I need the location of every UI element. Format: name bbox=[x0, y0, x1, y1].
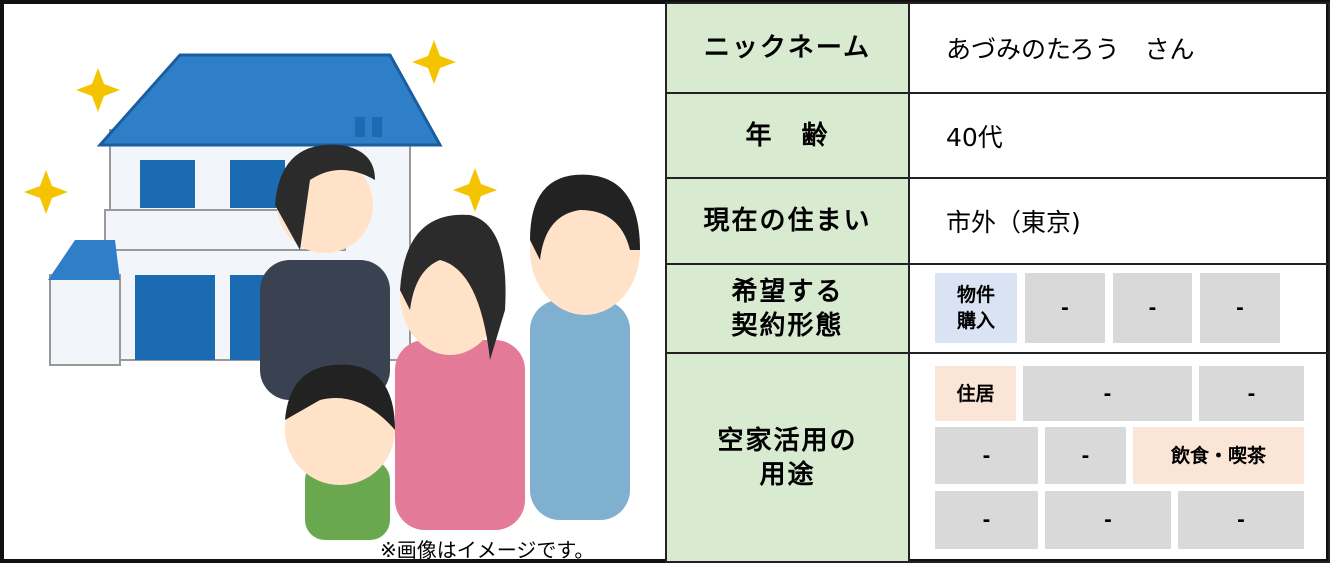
label: 年 齢 bbox=[745, 120, 830, 151]
value-cell: あづみのたろう さん bbox=[908, 2, 1330, 94]
tag: - bbox=[1200, 273, 1280, 343]
label: 希望する bbox=[731, 276, 844, 307]
tag: - bbox=[1045, 427, 1126, 484]
tag: - bbox=[935, 491, 1038, 549]
label: ニックネーム bbox=[703, 33, 872, 63]
value: 市外（東京) bbox=[946, 208, 1081, 237]
tag: - bbox=[1023, 366, 1192, 421]
value-cell bbox=[908, 352, 1330, 563]
tag: 飲食・喫茶 bbox=[1133, 427, 1304, 484]
tag: 住居 bbox=[935, 366, 1016, 421]
tag: - bbox=[935, 427, 1038, 484]
value-cell: 40代 bbox=[908, 92, 1330, 179]
label-cell: ニックネーム bbox=[665, 2, 910, 94]
value: 40代 bbox=[946, 122, 1003, 152]
tag: - bbox=[1113, 273, 1192, 343]
tag: - bbox=[1199, 366, 1304, 421]
tag: - bbox=[1178, 491, 1304, 549]
label: 空家活用の bbox=[717, 425, 858, 456]
label-cell: 希望する 契約形態 bbox=[665, 263, 910, 354]
value: あづみのたろう さん bbox=[946, 35, 1195, 64]
label-cell: 現在の住まい bbox=[665, 177, 910, 265]
label: 現在の住まい bbox=[703, 206, 872, 236]
illustration bbox=[24, 40, 640, 540]
label: 用途 bbox=[759, 459, 816, 490]
caption: ※画像はイメージです。 bbox=[380, 538, 595, 562]
label: 契約形態 bbox=[731, 310, 844, 341]
tag: - bbox=[1025, 273, 1105, 343]
label-cell: 年 齢 bbox=[665, 92, 910, 179]
tag: 物件 購入 bbox=[935, 273, 1017, 343]
tag: - bbox=[1045, 491, 1171, 549]
label-cell: 空家活用の 用途 bbox=[665, 352, 910, 563]
value-cell: 市外（東京) bbox=[908, 177, 1330, 265]
